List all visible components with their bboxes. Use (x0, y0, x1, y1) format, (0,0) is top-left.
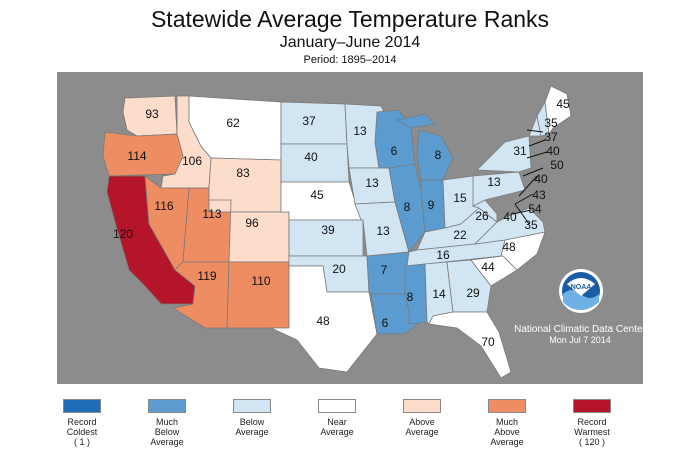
legend-swatch (233, 399, 271, 413)
legend-label: Above Average (405, 417, 439, 437)
rank-label-ok: 20 (332, 262, 346, 276)
rank-label-sd: 40 (304, 150, 318, 164)
rank-label-il: 8 (404, 200, 411, 214)
legend-item-much-below: Much Below Average (132, 399, 202, 447)
state-me (544, 85, 572, 136)
legend: Record Coldest ( 1 ) Much Below Average Be… (0, 399, 700, 467)
rank-label-nm: 110 (251, 274, 270, 288)
rank-label-oh: 15 (453, 191, 467, 205)
legend-item-record-coldest: Record Coldest ( 1 ) (47, 399, 117, 447)
callout-line-ma (526, 129, 544, 133)
rank-label-nd: 37 (302, 114, 316, 128)
legend-item-below: Below Average (217, 399, 287, 437)
rank-label-wi: 6 (391, 144, 398, 158)
credit-org: National Climatic Data Center (514, 324, 646, 335)
ncdc-credit: National Climatic Data Center Mon Jul 7 … (510, 324, 650, 346)
state-tx (270, 265, 378, 373)
rank-label-ks: 39 (321, 223, 335, 237)
callout-line-dc (512, 209, 532, 215)
rank-label-fl: 70 (481, 335, 495, 349)
rank-label-wa: 93 (145, 107, 159, 121)
callout-rank-0: 35 (544, 116, 558, 130)
rank-label-mt: 62 (226, 116, 240, 130)
rank-label-or: 114 (127, 149, 146, 163)
rank-label-wv: 26 (475, 209, 489, 223)
map-title: Statewide Average Temperature Ranks (150, 6, 550, 32)
callout-line-ri (528, 139, 546, 147)
state-va (473, 207, 546, 245)
map-subtitle: January–June 2014 (279, 34, 421, 51)
legend-label: Record Coldest ( 1 ) (66, 417, 98, 447)
callout-rank-6: 54 (528, 202, 542, 216)
rank-label-ga: 29 (466, 286, 480, 300)
legend-label: Much Above Average (490, 417, 524, 447)
legend-item-much-above: Much Above Average (472, 399, 542, 447)
svg-text:NOAA: NOAA (571, 284, 592, 291)
credit-date: Mon Jul 7 2014 (549, 335, 611, 345)
rank-label-la: 6 (382, 316, 389, 330)
rank-label-ny: 31 (513, 144, 527, 158)
legend-swatch (318, 399, 356, 413)
callout-line-md (514, 193, 534, 205)
legend-item-record-warmest: Record Warmest ( 120 ) (557, 399, 627, 447)
legend-swatch (63, 399, 101, 413)
rank-label-nc: 48 (502, 240, 516, 254)
rank-label-ky: 22 (453, 228, 467, 242)
rank-label-ia: 13 (365, 176, 379, 190)
rank-label-mn: 13 (353, 124, 367, 138)
rank-label-in: 9 (428, 198, 435, 212)
rank-label-ar: 7 (381, 263, 388, 277)
state-az (171, 261, 230, 329)
legend-swatch (403, 399, 441, 413)
state-fl (428, 311, 512, 379)
legend-swatch (488, 399, 526, 413)
rank-label-mi: 8 (435, 148, 442, 162)
rank-label-ms: 8 (407, 290, 414, 304)
noaa-logo: NOAA (559, 269, 603, 313)
callout-line-de (518, 175, 538, 197)
rank-label-id: 106 (182, 154, 202, 168)
legend-item-above: Above Average (387, 399, 457, 437)
callout-rank-3: 50 (550, 158, 564, 172)
map-period: Period: 1895–2014 (303, 54, 397, 66)
callout-rank-2: 40 (546, 144, 560, 158)
rank-label-pa: 13 (487, 175, 501, 189)
rank-label-mo: 13 (376, 224, 390, 238)
rank-label-me: 45 (556, 97, 570, 111)
callout-line-va2 (514, 203, 530, 225)
rank-label-sc: 44 (481, 260, 495, 274)
rank-label-ca: 120 (113, 227, 133, 241)
legend-swatch (148, 399, 186, 413)
legend-label: Below Average (235, 417, 269, 437)
rank-label-co: 96 (245, 216, 259, 230)
legend-label: Much Below Average (150, 417, 184, 447)
rank-label-va: 40 (503, 210, 517, 224)
state-ny (476, 135, 532, 173)
callout-rank-1: 37 (544, 130, 558, 144)
state-ga (446, 259, 492, 313)
legend-label: Near Average (320, 417, 354, 437)
rank-label-wy: 83 (236, 166, 250, 180)
callout-line-nj (522, 167, 544, 177)
rank-label-ne: 45 (310, 188, 324, 202)
state-nm (226, 261, 290, 329)
rank-label-al: 14 (432, 287, 446, 301)
rank-label-tx: 48 (316, 314, 330, 328)
legend-swatch (573, 399, 611, 413)
map-panel: 35 37 40 50 40 43 54 35 93 114 120 106 116 113 119 62 8… (57, 72, 643, 384)
legend-item-near: Near Average (302, 399, 372, 437)
callout-rank-4: 40 (534, 172, 548, 186)
callout-line-ct (526, 151, 548, 159)
callout-rank-5: 43 (532, 188, 546, 202)
rank-label-az: 119 (197, 269, 216, 283)
rank-label-ut: 113 (202, 207, 221, 221)
rank-label-tn: 16 (436, 248, 450, 262)
legend-label: Record Warmest ( 120 ) (574, 417, 610, 447)
rank-label-nv: 116 (154, 199, 173, 213)
callout-rank-7: 35 (524, 218, 538, 232)
state-ar (366, 251, 410, 295)
